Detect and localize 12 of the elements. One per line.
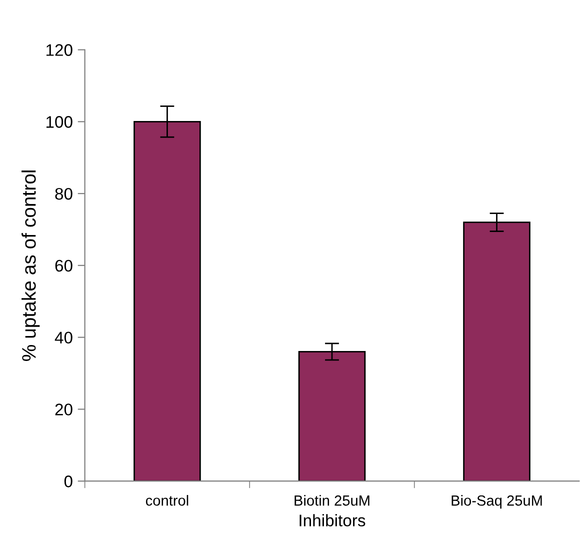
x-axis-title: Inhibitors — [300, 514, 366, 526]
x-tick-label: Bio-Saq 25uM — [452, 495, 542, 509]
y-tick-label: 60 — [55, 260, 72, 272]
x-tick-label: control — [146, 495, 188, 506]
y-tick-label: 100 — [46, 116, 72, 128]
y-axis-title: % uptake as of control — [22, 170, 40, 361]
y-tick-label: 40 — [54, 332, 72, 344]
y-tick-label: 80 — [55, 188, 72, 200]
x-tick-label: Biotin 25uM — [294, 495, 370, 506]
y-tick-label: 0 — [64, 476, 72, 488]
y-tick-label: 120 — [46, 44, 72, 56]
y-tick-label: 20 — [55, 404, 72, 416]
